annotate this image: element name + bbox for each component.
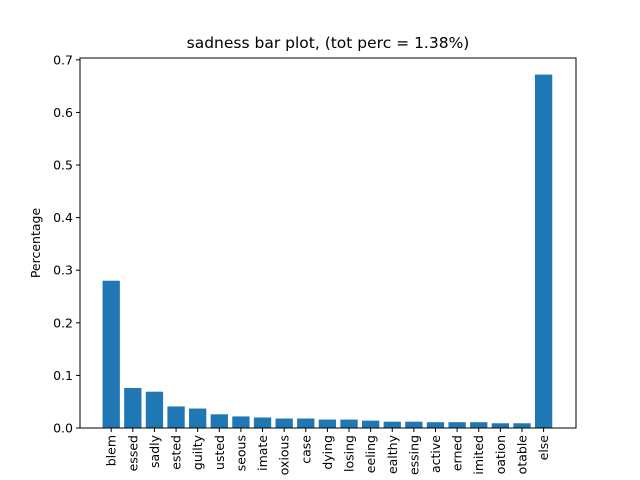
- x-tick-label: guilty: [190, 434, 205, 470]
- x-tick-label: blem: [104, 435, 119, 466]
- x-tick-label: oation: [493, 435, 508, 474]
- x-tick-label: eeling: [363, 435, 378, 473]
- bar: [448, 422, 466, 428]
- bar: [297, 418, 315, 428]
- y-tick-label: 0.6: [53, 105, 73, 120]
- x-tick-label: erned: [450, 435, 465, 471]
- y-tick-label: 0.0: [53, 421, 73, 436]
- y-tick-label: 0.2: [53, 315, 73, 330]
- bar: [405, 421, 423, 428]
- y-tick-label: 0.1: [53, 368, 73, 383]
- bar: [145, 391, 164, 428]
- y-tick-label: 0.4: [53, 210, 73, 225]
- bar: [102, 280, 120, 428]
- bar: [318, 419, 337, 428]
- x-tick-label: dying: [320, 435, 335, 470]
- y-tick-label: 0.7: [53, 52, 73, 67]
- plot-frame: [79, 57, 577, 429]
- x-tick-label: essing: [406, 435, 421, 475]
- bar-series: [102, 74, 553, 428]
- x-tick-label: oxious: [277, 435, 292, 475]
- x-tick-label: usted: [212, 435, 227, 470]
- bar: [383, 421, 401, 428]
- bar: [253, 417, 272, 428]
- x-tick-label: essed: [125, 435, 140, 471]
- x-tick-label: ested: [169, 435, 184, 470]
- y-tick-label: 0.5: [53, 158, 73, 173]
- bar: [189, 408, 207, 428]
- bar: [124, 388, 142, 428]
- bar: [210, 414, 228, 428]
- bar: [470, 422, 488, 428]
- x-tick-label: imate: [255, 435, 270, 471]
- bar: [275, 418, 293, 428]
- chart-title: sadness bar plot, (tot perc = 1.38%): [187, 34, 470, 52]
- x-tick-label: active: [428, 435, 443, 473]
- x-tick-label: imited: [471, 435, 486, 475]
- x-tick-label: otable: [514, 435, 529, 475]
- x-tick-label: case: [298, 435, 313, 464]
- y-tick-label: 0.3: [53, 263, 73, 278]
- x-tick-label: ealthy: [385, 434, 400, 474]
- bar: [167, 406, 185, 428]
- bar: [513, 423, 531, 428]
- bar: [491, 423, 510, 428]
- x-tick-label: else: [536, 435, 551, 461]
- x-tick-label: seous: [233, 435, 248, 471]
- bar: [340, 419, 358, 428]
- y-axis: 0.0 0.1 0.2 0.3 0.4 0.5 0.6 0.7: [53, 52, 80, 436]
- bar: [534, 74, 553, 428]
- bar: [361, 420, 380, 428]
- x-tick-label: sadly: [147, 434, 162, 468]
- bar: [232, 416, 250, 428]
- x-axis: blem essed sadly ested guilty usted seous imate…: [104, 428, 551, 475]
- x-tick-label: losing: [342, 435, 357, 472]
- bar: [426, 422, 445, 428]
- y-axis-label: Percentage: [28, 208, 43, 279]
